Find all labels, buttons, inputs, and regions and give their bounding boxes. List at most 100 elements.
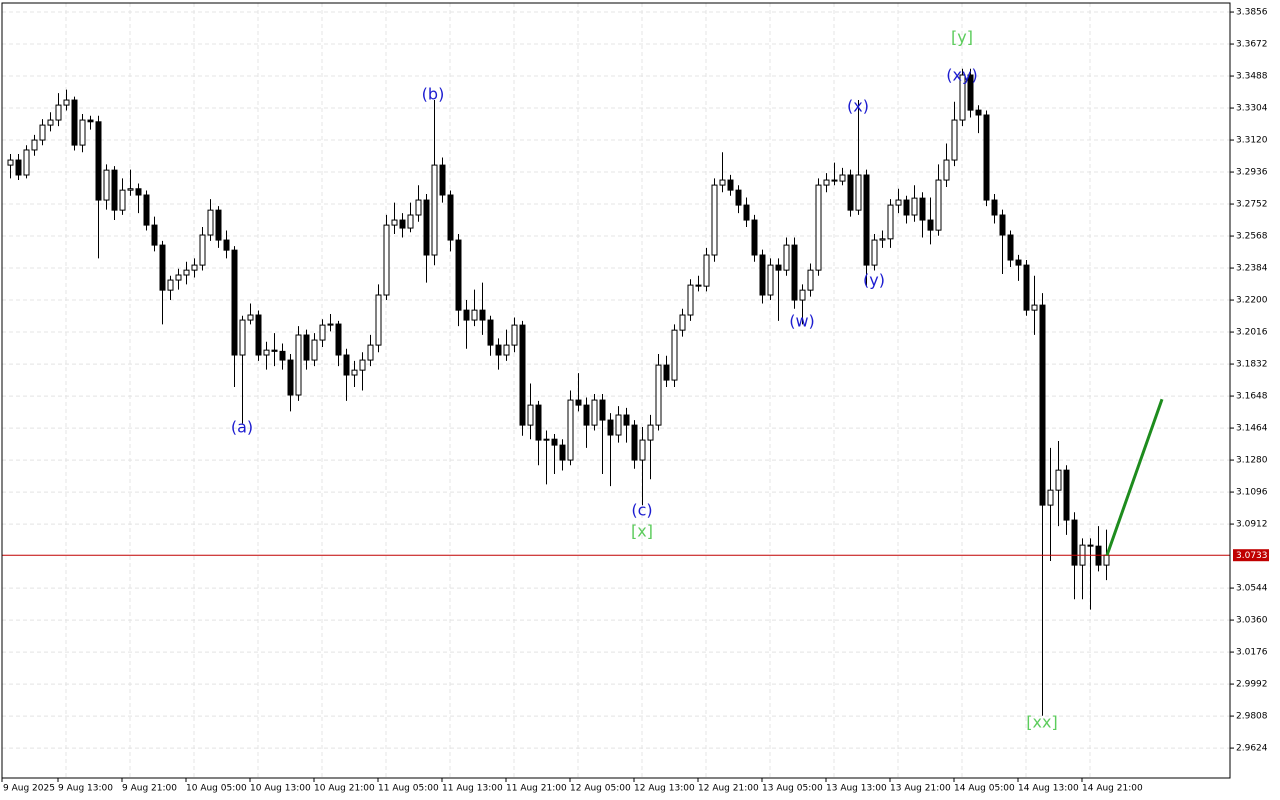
candle-body: [599, 399, 606, 421]
candle-body: [63, 99, 70, 106]
candle-body: [439, 164, 446, 196]
candle-body: [591, 399, 598, 426]
candle-body: [1103, 554, 1110, 566]
candle-body: [495, 344, 502, 356]
candle-body: [719, 179, 726, 186]
candle-body: [383, 224, 390, 296]
y-tick-label: 2.9992: [1236, 680, 1268, 690]
candle-body: [55, 104, 62, 121]
x-tick-label: 14 Aug 21:00: [1082, 784, 1143, 794]
candle-body: [927, 219, 934, 231]
y-tick-label: 3.1648: [1236, 392, 1268, 402]
candle-body: [943, 159, 950, 181]
candle-body: [607, 419, 614, 436]
candle-body: [575, 399, 582, 406]
candle-body: [487, 319, 494, 346]
candle-body: [895, 199, 902, 206]
candle-body: [879, 238, 886, 241]
candle-body: [543, 438, 550, 441]
candle-body: [983, 114, 990, 201]
candle-body: [655, 364, 662, 426]
wave-label: (w): [789, 312, 815, 331]
x-tick-label: 12 Aug 05:00: [570, 784, 631, 794]
candle-body: [959, 74, 966, 121]
candle-body: [399, 219, 406, 229]
candle-body: [783, 244, 790, 271]
wave-label: (c): [631, 501, 652, 520]
y-tick-label: 3.2016: [1236, 328, 1268, 338]
candle-body: [743, 204, 750, 221]
y-tick-label: 3.1096: [1236, 488, 1268, 498]
x-tick-label: 13 Aug 05:00: [762, 784, 823, 794]
candle-body: [807, 269, 814, 291]
candle-body: [231, 249, 238, 356]
y-tick-label: 3.3856: [1236, 8, 1268, 18]
candle-body: [415, 199, 422, 216]
x-tick-label: 12 Aug 13:00: [634, 784, 695, 794]
candle-body: [111, 169, 118, 211]
wave-label: (y): [863, 271, 885, 290]
x-tick-label: 13 Aug 21:00: [890, 784, 951, 794]
candle-body: [159, 244, 166, 291]
candle-body: [847, 174, 854, 211]
candle-body: [815, 184, 822, 271]
candle-body: [407, 214, 414, 229]
candle-body: [287, 359, 294, 396]
candle-body: [567, 399, 574, 461]
candle-body: [703, 254, 710, 287]
candle-body: [863, 174, 870, 266]
candle-body: [799, 289, 806, 301]
candle-body: [391, 219, 398, 226]
y-tick-label: 3.2568: [1236, 232, 1268, 242]
candle-body: [175, 274, 182, 281]
wave-label: (b): [422, 85, 445, 104]
candle-body: [1031, 304, 1038, 311]
candle-body: [471, 309, 478, 321]
plot-frame: [1, 2, 1231, 779]
candle-body: [671, 329, 678, 381]
candle-body: [631, 424, 638, 461]
candle-body: [135, 188, 142, 196]
candle-body: [855, 174, 862, 211]
candle-body: [167, 279, 174, 291]
candle-body: [559, 444, 566, 461]
candle-body: [39, 124, 46, 141]
candle-body: [527, 404, 534, 426]
candle-body: [79, 119, 86, 146]
candle-body: [447, 194, 454, 241]
candle-body: [639, 439, 646, 461]
y-tick-label: 3.3672: [1236, 40, 1268, 50]
candle-body: [431, 164, 438, 256]
candle-body: [951, 119, 958, 161]
candle-body: [511, 324, 518, 346]
candle-body: [479, 309, 486, 321]
wave-label: [x]: [631, 522, 653, 541]
candle-body: [759, 254, 766, 296]
candle-body: [199, 234, 206, 266]
candle-body: [87, 119, 94, 123]
y-tick-label: 3.1832: [1236, 360, 1268, 370]
candle-body: [95, 121, 102, 201]
y-tick-label: 3.3304: [1236, 104, 1268, 114]
x-tick-label: 10 Aug 13:00: [250, 784, 311, 794]
candle-body: [1055, 469, 1062, 491]
y-tick-label: 3.0176: [1236, 648, 1268, 658]
x-tick-label: 9 Aug 21:00: [122, 784, 177, 794]
candle-body: [319, 324, 326, 341]
candle-body: [183, 269, 190, 276]
candle-body: [303, 334, 310, 361]
candle-body: [311, 339, 318, 361]
candle-body: [31, 139, 38, 151]
candle-body: [1047, 489, 1054, 506]
x-tick-label: 14 Aug 05:00: [954, 784, 1015, 794]
wave-label: (a): [231, 418, 253, 437]
x-tick-label: 11 Aug 21:00: [506, 784, 567, 794]
candle-body: [7, 159, 14, 166]
candle-body: [191, 264, 198, 271]
candle-body: [999, 214, 1006, 236]
x-tick-label: 12 Aug 21:00: [698, 784, 759, 794]
y-tick-label: 3.1464: [1236, 424, 1268, 434]
candle-body: [15, 159, 22, 176]
